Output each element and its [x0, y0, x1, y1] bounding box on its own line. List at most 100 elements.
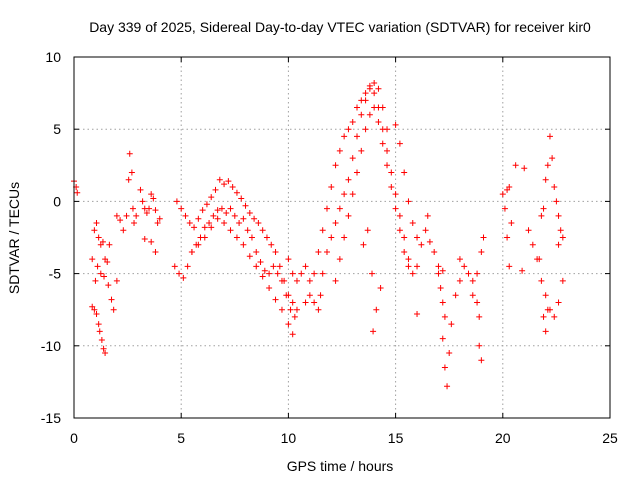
- data-point: [551, 183, 558, 190]
- data-point: [336, 256, 343, 263]
- data-point: [208, 224, 215, 231]
- data-point: [154, 220, 161, 227]
- data-point: [311, 270, 318, 277]
- data-point: [97, 270, 104, 277]
- data-point: [223, 209, 230, 216]
- data-point: [323, 205, 330, 212]
- x-tick-label: 25: [602, 430, 618, 446]
- data-point: [332, 277, 339, 284]
- data-point: [401, 169, 408, 176]
- data-point: [328, 183, 335, 190]
- data-point: [125, 176, 132, 183]
- data-point: [289, 331, 296, 338]
- data-point: [203, 201, 210, 208]
- data-point: [371, 90, 378, 97]
- data-point: [272, 296, 279, 303]
- data-point: [133, 212, 140, 219]
- data-point: [336, 205, 343, 212]
- data-point: [93, 311, 100, 318]
- data-point: [285, 292, 292, 299]
- data-point: [439, 267, 446, 274]
- data-point: [285, 256, 292, 263]
- series-arc-l: [332, 104, 421, 284]
- data-point: [276, 263, 283, 270]
- data-point: [360, 241, 367, 248]
- data-point: [221, 220, 228, 227]
- data-point: [366, 111, 373, 118]
- data-point: [188, 248, 195, 255]
- data-point: [182, 212, 189, 219]
- data-point: [414, 311, 421, 318]
- data-point: [126, 150, 133, 157]
- x-axis-label: GPS time / hours: [287, 458, 394, 474]
- x-tick-label: 10: [281, 430, 297, 446]
- data-point: [186, 220, 193, 227]
- data-point: [341, 234, 348, 241]
- data-point: [437, 285, 444, 292]
- data-point: [396, 227, 403, 234]
- y-tick-label: -10: [41, 338, 61, 354]
- data-point: [452, 292, 459, 299]
- data-point: [525, 227, 532, 234]
- data-point: [240, 241, 247, 248]
- data-point: [426, 238, 433, 245]
- data-point: [236, 220, 243, 227]
- data-point: [221, 181, 228, 188]
- data-point: [435, 270, 442, 277]
- data-point: [231, 212, 238, 219]
- data-point: [375, 118, 382, 125]
- data-point: [91, 227, 98, 234]
- data-point: [529, 241, 536, 248]
- data-point: [248, 234, 255, 241]
- data-point: [349, 155, 356, 162]
- series-arc-b: [89, 220, 113, 266]
- data-point: [229, 183, 236, 190]
- data-point: [91, 306, 98, 313]
- data-point: [456, 256, 463, 263]
- data-point: [201, 224, 208, 231]
- data-point: [536, 256, 543, 263]
- data-point: [441, 364, 448, 371]
- data-point: [148, 191, 155, 198]
- data-point: [435, 263, 442, 270]
- data-point: [409, 220, 416, 227]
- data-point: [96, 328, 103, 335]
- data-point: [476, 313, 483, 320]
- data-point: [289, 299, 296, 306]
- data-point: [113, 277, 120, 284]
- data-point: [469, 277, 476, 284]
- data-point: [332, 220, 339, 227]
- data-point: [476, 342, 483, 349]
- data-point: [253, 263, 260, 270]
- data-point: [549, 155, 556, 162]
- data-point: [257, 259, 264, 266]
- data-point: [184, 263, 191, 270]
- data-point: [461, 263, 468, 270]
- y-tick-label: -15: [41, 410, 61, 426]
- data-point: [270, 263, 277, 270]
- data-point: [173, 198, 180, 205]
- data-point: [379, 126, 386, 133]
- data-point: [354, 104, 361, 111]
- data-point: [251, 215, 258, 222]
- data-point: [555, 299, 562, 306]
- data-point: [384, 147, 391, 154]
- data-point: [191, 224, 198, 231]
- data-point: [465, 270, 472, 277]
- data-point: [480, 234, 487, 241]
- data-point: [369, 270, 376, 277]
- data-point: [291, 313, 298, 320]
- data-point: [311, 299, 318, 306]
- data-point: [225, 178, 232, 185]
- data-point: [266, 270, 273, 277]
- data-point: [379, 140, 386, 147]
- data-point: [139, 198, 146, 205]
- data-point: [422, 227, 429, 234]
- data-point: [501, 205, 508, 212]
- data-point: [555, 241, 562, 248]
- data-point: [392, 121, 399, 128]
- data-point: [293, 277, 300, 284]
- x-tick-labels: 0 5 10 15 20 25: [70, 430, 618, 446]
- data-point: [152, 207, 159, 214]
- data-points: [71, 79, 566, 390]
